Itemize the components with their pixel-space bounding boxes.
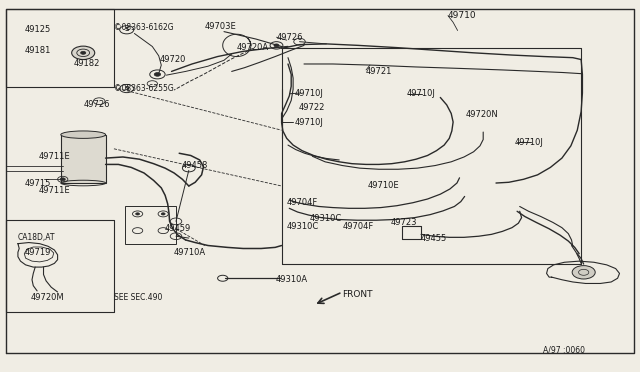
Text: A/97 :0060: A/97 :0060	[543, 346, 585, 355]
Text: 49310A: 49310A	[275, 275, 307, 284]
Text: ©08363-6162G: ©08363-6162G	[114, 23, 173, 32]
Circle shape	[81, 51, 86, 54]
Bar	[61, 135, 106, 183]
Text: 49710A: 49710A	[174, 248, 206, 257]
Text: 49458: 49458	[182, 161, 208, 170]
Text: SEE SEC.490: SEE SEC.490	[114, 293, 163, 302]
Text: 49720A: 49720A	[237, 43, 269, 52]
Text: 49721: 49721	[366, 67, 392, 76]
Text: 49710J: 49710J	[294, 89, 323, 98]
Circle shape	[161, 213, 165, 215]
Ellipse shape	[61, 131, 106, 138]
Text: 49181: 49181	[24, 46, 51, 55]
Text: 49704F: 49704F	[287, 198, 318, 207]
Text: 49310C: 49310C	[287, 222, 319, 231]
Circle shape	[60, 178, 65, 181]
Text: 49720M: 49720M	[31, 293, 65, 302]
Text: 49726: 49726	[83, 100, 109, 109]
Text: 49711E: 49711E	[38, 153, 70, 161]
Text: FRONT: FRONT	[342, 290, 373, 299]
Text: 49125: 49125	[24, 25, 51, 34]
Bar	[125, 206, 176, 244]
Text: 49703E: 49703E	[205, 22, 237, 31]
Text: 49459: 49459	[165, 224, 191, 233]
Circle shape	[154, 73, 161, 76]
Text: 49711E: 49711E	[38, 186, 70, 195]
Text: 49455: 49455	[421, 234, 447, 243]
Circle shape	[72, 46, 95, 60]
Text: 49310C: 49310C	[310, 214, 342, 223]
Text: 49710J: 49710J	[294, 118, 323, 126]
Text: S: S	[124, 27, 129, 32]
Circle shape	[274, 44, 279, 47]
Text: 49723: 49723	[390, 218, 417, 227]
Text: 49710J: 49710J	[406, 89, 435, 98]
Text: 49726: 49726	[276, 33, 303, 42]
Text: 49719: 49719	[24, 248, 51, 257]
Text: 49182: 49182	[74, 59, 100, 68]
Text: 49704F: 49704F	[342, 222, 374, 231]
Text: 49720N: 49720N	[466, 110, 499, 119]
Circle shape	[136, 213, 140, 215]
Text: 49710J: 49710J	[515, 138, 543, 147]
Circle shape	[572, 266, 595, 279]
Text: ©08363-6255G: ©08363-6255G	[114, 84, 173, 93]
Text: S: S	[124, 86, 129, 91]
Text: 49715: 49715	[24, 179, 51, 187]
Text: CA18D,AT: CA18D,AT	[18, 233, 56, 242]
Text: 49720: 49720	[160, 55, 186, 64]
Text: 49710E: 49710E	[368, 181, 399, 190]
Text: 49722: 49722	[299, 103, 325, 112]
Text: 49710: 49710	[448, 11, 477, 20]
